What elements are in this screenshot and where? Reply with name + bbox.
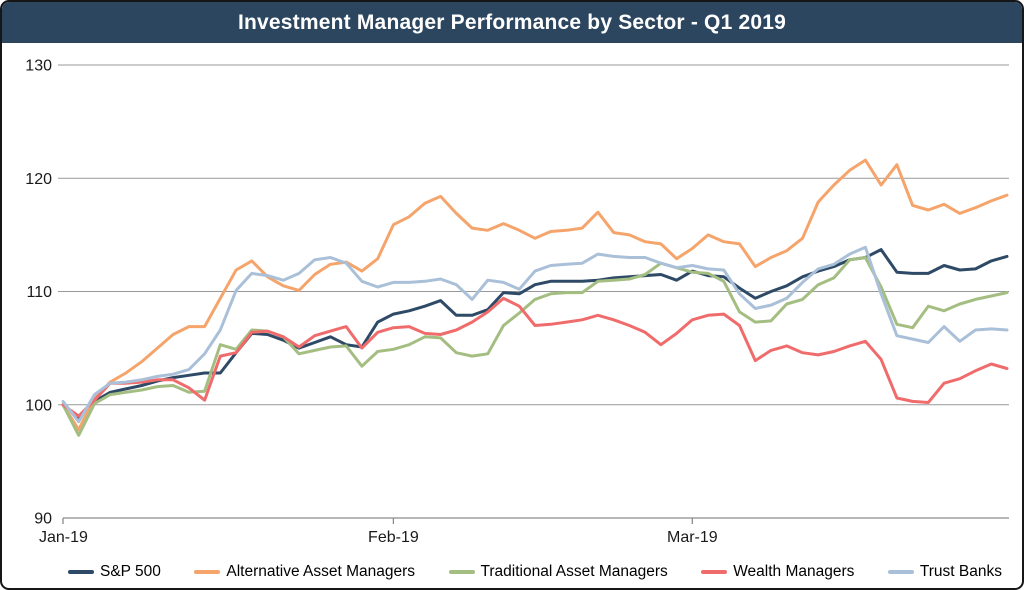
legend-label: Trust Banks (919, 563, 1002, 580)
legend-marker-wealth-managers (701, 570, 728, 574)
x-axis-label-Feb-19: Feb-19 (368, 529, 419, 546)
legend-item-traditional-asset-managers: Traditional Asset Managers (448, 563, 668, 581)
legend-marker-trust-banks (887, 570, 914, 574)
legend-marker-sandp-500 (68, 570, 94, 574)
x-axis-label-Mar-19: Mar-19 (667, 529, 718, 546)
chart-title-bar: Investment Manager Performance by Sector… (2, 2, 1022, 43)
legend-label: Traditional Asset Managers (480, 563, 668, 580)
series-line-alternative-asset-managers (61, 158, 1009, 432)
series-line-wealth-managers (61, 296, 1009, 418)
legend-label: S&P 500 (100, 563, 161, 580)
legend-item-wealth-managers: Wealth Managers (701, 563, 854, 581)
series-line-traditional-asset-managers (61, 256, 1009, 437)
legend-item-sandp-500: S&P 500 (68, 563, 161, 581)
legend-marker-alternative-asset-managers (194, 570, 221, 574)
y-axis-label-100: 100 (25, 397, 52, 414)
series-line-trust-banks (61, 245, 1009, 424)
legend-label: Wealth Managers (733, 563, 855, 580)
y-axis-label-110: 110 (26, 284, 52, 301)
y-axis-label-130: 130 (25, 58, 52, 75)
legend-marker-traditional-asset-managers (448, 570, 475, 574)
chart-legend: S&P 500 Alternative Asset Managers Traditi… (2, 563, 1022, 581)
legend-item-alternative-asset-managers: Alternative Asset Managers (194, 563, 415, 581)
x-axis-label-Jan-19: Jan-19 (39, 529, 88, 546)
y-axis-label-120: 120 (25, 171, 52, 188)
legend-item-trust-banks: Trust Banks (887, 563, 1002, 581)
legend-label: Alternative Asset Managers (226, 563, 416, 580)
chart-title: Investment Manager Performance by Sector… (237, 10, 787, 34)
y-axis-label-90: 90 (34, 511, 52, 528)
